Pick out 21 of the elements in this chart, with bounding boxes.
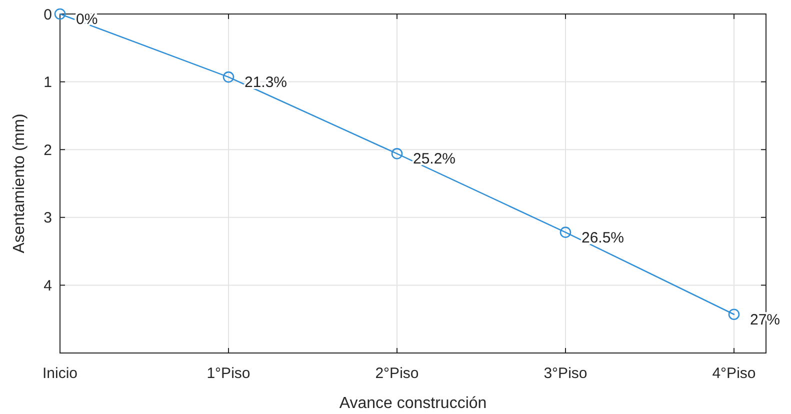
y-tick-label: 0 (44, 6, 52, 24)
y-tick-label: 1 (44, 74, 52, 92)
point (560, 226, 572, 238)
y-tick-label: 4 (44, 277, 52, 294)
point (222, 71, 234, 83)
annotation: 25.2% (412, 150, 456, 168)
annotation: 21.3% (244, 74, 288, 92)
x-tick-label: 3°Piso (544, 365, 588, 382)
x-tick-label: 1°Piso (206, 365, 250, 382)
x-tick-label: Inicio (42, 365, 78, 382)
x-tick-label: 2°Piso (375, 365, 419, 382)
point (391, 148, 403, 160)
point (54, 8, 66, 20)
annotation: 0% (76, 11, 98, 28)
annotation: 26.5% (581, 229, 624, 246)
point (728, 308, 740, 320)
y-tick-label: 3 (44, 210, 52, 227)
y-axis-title: Asentamiento (mm) (11, 114, 28, 254)
y-tick-label: 2 (44, 142, 52, 159)
x-tick-label: 4°Piso (712, 365, 756, 382)
x-axis-title: Avance construcción (339, 395, 487, 412)
